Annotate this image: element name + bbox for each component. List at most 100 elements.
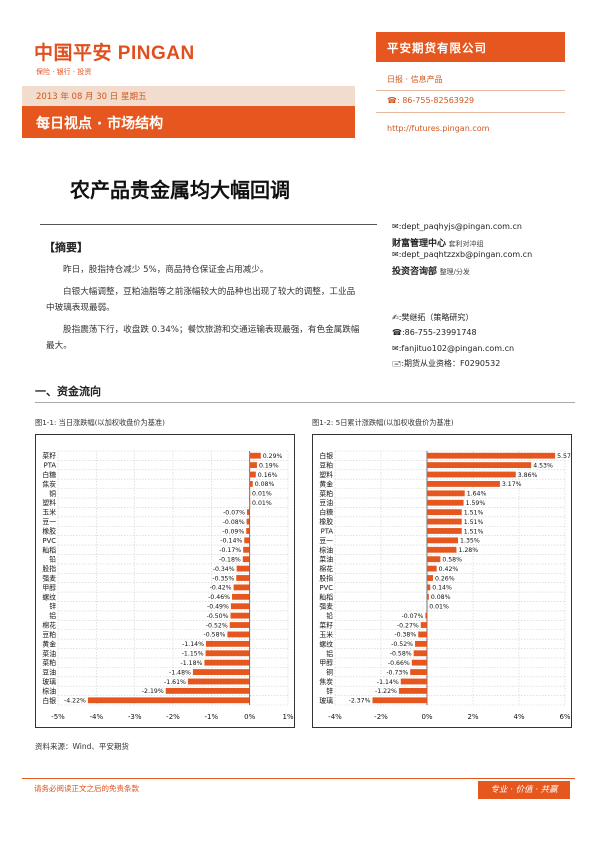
chart2-tick-label: 4% bbox=[513, 713, 524, 721]
chart1-bar bbox=[246, 509, 250, 516]
chart2-bar bbox=[372, 697, 427, 704]
chart2-data-label: 1.59% bbox=[466, 500, 486, 507]
chart2-data-label: 0.26% bbox=[435, 575, 455, 582]
chart1-bar bbox=[204, 659, 250, 666]
chart1-category-label: 棕油 bbox=[42, 686, 56, 695]
chart2-data-label: -0.07% bbox=[401, 613, 423, 620]
chart2-category-label: 甲醇 bbox=[319, 658, 333, 667]
summary-paragraph: 昨日，股指持仓减少 5%，商品持仓保证金占用减少。 bbox=[63, 265, 269, 275]
chart2-category-label: 股指 bbox=[319, 574, 333, 583]
chart2-tick-label: 6% bbox=[559, 713, 570, 721]
chart1-category-label: 强麦 bbox=[42, 574, 56, 583]
chart2-data-label: 1.51% bbox=[464, 509, 484, 516]
chart1-data-label: 0.08% bbox=[255, 481, 275, 488]
author-name: ✍:樊继拓（策略研究） bbox=[392, 313, 474, 322]
chart1-data-label: -0.52% bbox=[206, 622, 228, 629]
chart1-bar bbox=[249, 499, 251, 506]
chart2-category-label: 黄金 bbox=[319, 479, 333, 488]
chart2-bar bbox=[427, 462, 532, 469]
chart1-bar bbox=[244, 537, 250, 544]
chart1-category-label: 玉米 bbox=[42, 508, 56, 517]
chart2-tick-label: -4% bbox=[328, 713, 342, 721]
chart1-category-label: 豆油 bbox=[42, 668, 56, 677]
chart1-data-label: -0.17% bbox=[219, 547, 241, 554]
section-title: 一、资金流向 bbox=[35, 385, 101, 398]
main-title: 农产品贵金属均大幅回调 bbox=[70, 178, 290, 202]
chart1-bar bbox=[236, 575, 250, 581]
chart2-bar bbox=[427, 603, 428, 610]
chart2-category-label: 籼稻 bbox=[319, 592, 333, 601]
author-email[interactable]: ✉:fanjituo102@pingan.com.cn bbox=[392, 344, 515, 353]
pingan-logo: 中国平安 PINGAN 保险 · 银行 · 投资 bbox=[34, 38, 195, 77]
chart2-svg: 白银 5.57% 豆粕 4.53% 塑料 3.86% 黄金 3.17% 菜粕 1.64% 豆油 1.5… bbox=[319, 450, 577, 721]
company-website[interactable]: http://futures.pingan.com bbox=[387, 124, 490, 133]
chart2-category-label: 白银 bbox=[319, 451, 333, 460]
chart1-category-label: 黄金 bbox=[42, 639, 56, 648]
chart1-category-label: 焦炭 bbox=[42, 479, 56, 488]
chart1-data-label: -1.48% bbox=[169, 669, 191, 676]
date-strip: 2013 年 08 月 30 日 星期五 bbox=[22, 86, 355, 106]
chart1-data-label: -2.19% bbox=[142, 688, 164, 695]
report-title: 每日视点 · 市场结构 bbox=[36, 116, 164, 132]
contact-email[interactable]: ✉:dept_paqhyjs@pingan.com.cn bbox=[392, 222, 522, 231]
chart1-data-label: -0.50% bbox=[207, 613, 229, 620]
chart2-data-label: -1.14% bbox=[377, 679, 399, 686]
chart2-bar bbox=[427, 546, 457, 553]
chart2-data-label: 1.51% bbox=[464, 528, 484, 535]
company-name: 平安期货有限公司 bbox=[387, 41, 487, 55]
chart2-category-label: 菜籽 bbox=[319, 621, 333, 630]
chart1-bar bbox=[227, 631, 250, 638]
chart1-data-label: -1.18% bbox=[181, 660, 203, 667]
chart2-bar bbox=[420, 622, 427, 628]
chart2-data-label: 3.17% bbox=[502, 481, 522, 488]
chart2-bar bbox=[427, 499, 464, 506]
chart1-data-label: -4.22% bbox=[64, 698, 86, 705]
dept-name: 投资咨询部 bbox=[392, 267, 438, 277]
chart1-data-label: 0.19% bbox=[259, 462, 279, 469]
chart2-data-label: -0.66% bbox=[388, 660, 410, 667]
chart1-bar bbox=[249, 481, 253, 487]
chart1-data-label: -0.35% bbox=[212, 575, 234, 582]
chart1-bar bbox=[243, 546, 250, 553]
disclaimer-link[interactable]: 请务必阅读正文之后的免责条款 bbox=[34, 784, 139, 793]
chart2-category-label: 铜 bbox=[326, 668, 333, 677]
chart2-bar bbox=[427, 518, 462, 525]
chart2-category-label: 螺纹 bbox=[319, 639, 333, 648]
dept-name: 财富管理中心 bbox=[392, 239, 447, 249]
chart2-bar bbox=[398, 687, 427, 694]
chart2-bar bbox=[410, 669, 427, 675]
chart1-data-label: -0.18% bbox=[219, 556, 241, 563]
chart1-category-label: 豆一 bbox=[42, 518, 56, 526]
chart2-frame: 白银 5.57% 豆粕 4.53% 塑料 3.86% 黄金 3.17% 菜粕 1.64% 豆油 1.5… bbox=[312, 434, 577, 728]
chart2-data-label: -0.58% bbox=[390, 651, 412, 658]
summary-heading: 【摘要】 bbox=[44, 241, 88, 254]
chart2-data-label: 0.58% bbox=[442, 556, 462, 563]
chart1-category-label: PVC bbox=[43, 537, 57, 545]
dept-note: 套利对冲组 bbox=[448, 240, 484, 248]
chart2-data-label: -0.27% bbox=[397, 622, 419, 629]
company-divider bbox=[376, 90, 565, 91]
chart1-data-label: 0.01% bbox=[252, 500, 272, 507]
chart2-category-label: 豆油 bbox=[319, 498, 333, 507]
contact-email[interactable]: ✉:dept_paqhtzzxb@pingan.com.cn bbox=[392, 250, 533, 259]
chart2-tick-label: 0% bbox=[421, 713, 432, 721]
author-phone: ☎:86-755-23991748 bbox=[392, 328, 477, 337]
chart1-bar bbox=[229, 622, 250, 628]
chart1-category-label: 白糖 bbox=[42, 470, 56, 479]
chart2-data-label: -0.38% bbox=[394, 632, 416, 639]
chart2-bar bbox=[400, 678, 427, 685]
chart1-category-label: 玻璃 bbox=[42, 677, 56, 686]
data-source: 资料来源：Wind、平安期货 bbox=[35, 742, 129, 751]
chart2-data-label: -2.37% bbox=[349, 698, 371, 705]
chart1-category-label: 棉花 bbox=[42, 621, 56, 630]
chart2-data-label: 0.42% bbox=[439, 566, 459, 573]
chart2-bar bbox=[425, 612, 427, 619]
chart2-data-label: -0.52% bbox=[391, 641, 413, 648]
company-phone: ☎: 86-755-82563929 bbox=[387, 96, 475, 105]
chart1-category-label: 锌 bbox=[49, 602, 56, 611]
chart2-data-label: 0.01% bbox=[429, 604, 449, 611]
company-name-band: 平安期货有限公司 bbox=[376, 32, 565, 62]
report-type: 日报 · 信息产品 bbox=[387, 75, 443, 84]
chart1-tick-label: 0% bbox=[244, 713, 255, 721]
chart2-category-label: 焦炭 bbox=[319, 677, 333, 686]
